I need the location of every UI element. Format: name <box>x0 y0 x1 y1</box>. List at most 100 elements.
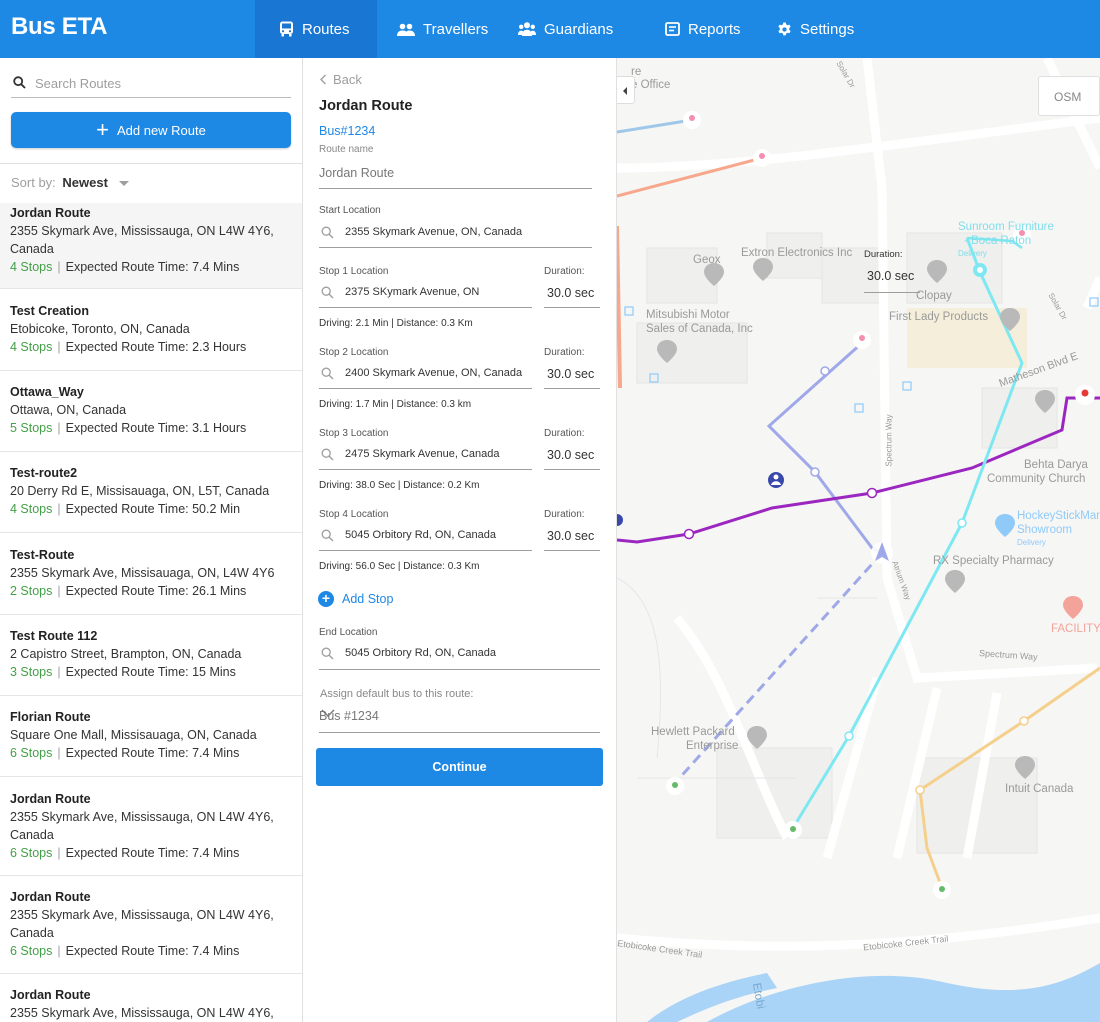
assign-bus-select[interactable]: Bus #1234 <box>319 703 600 733</box>
map-place-label: Spectrum Way <box>884 414 894 467</box>
route-time: Expected Route Time: 7.4 Mins <box>65 846 240 860</box>
route-list-item[interactable]: Test-route2 20 Derry Rd E, Missisauaga, … <box>0 463 302 533</box>
route-list-item[interactable]: Test-Route 2355 Skymark Ave, Missisauaga… <box>0 545 302 615</box>
end-location-input[interactable]: 5045 Orbitory Rd, ON, Canada <box>319 641 600 670</box>
bus-icon <box>280 21 293 37</box>
map-place-label: e Office <box>631 79 671 91</box>
search-icon <box>321 226 334 239</box>
route-list-item[interactable]: Jordan Route 2355 Skymark Ave, Mississau… <box>0 203 302 289</box>
route-stops: 4 Stops <box>10 502 53 516</box>
map-duration-label: Duration: <box>864 249 903 260</box>
route-address: 2355 Skymark Ave, Missisauaga, ON, L4W 4… <box>10 566 275 580</box>
nav-reports[interactable]: Reports <box>665 0 741 58</box>
plus-circle-icon: + <box>318 591 334 607</box>
stop-location-value: 2375 SKymark Avenue, ON <box>345 286 480 298</box>
map-place-label: Community Church <box>987 473 1086 485</box>
route-name: Jordan Route <box>10 206 91 220</box>
route-name-input[interactable]: Jordan Route <box>319 160 592 189</box>
route-meta: 6 Stops | Expected Route Time: 7.4 Mins <box>10 844 292 863</box>
map-place-label: Sunroom Furniture <box>958 221 1054 233</box>
search-icon <box>321 448 334 461</box>
search-icon <box>321 286 334 299</box>
stop-location-input[interactable]: 2475 Skymark Avenue, Canada <box>319 442 532 470</box>
caret-left-icon <box>623 87 627 95</box>
add-stop-button[interactable]: + Add Stop <box>318 591 393 607</box>
duration-label: Duration: <box>544 509 585 520</box>
guardians-icon <box>518 22 536 36</box>
duration-input[interactable]: 30.0 sec <box>544 280 600 308</box>
route-stops: 4 Stops <box>10 260 53 274</box>
map-place-label: Enterprise <box>686 740 739 752</box>
route-list-item[interactable]: Jordan Route 2355 Skymark Ave, Mississau… <box>0 887 302 974</box>
route-list-item[interactable]: Ottawa_Way Ottawa, ON, Canada 5 Stops | Ex… <box>0 382 302 452</box>
route-list-item[interactable]: Test Route 112 2 Capistro Street, Brampt… <box>0 626 302 696</box>
stop-location-input[interactable]: 5045 Orbitory Rd, ON, Canada <box>319 523 532 551</box>
top-navbar: Bus ETA Routes Travellers Guardians Repo… <box>0 0 1100 58</box>
map-place-label: HockeyStickMan <box>1017 510 1100 522</box>
panel-title: Jordan Route <box>319 98 413 114</box>
nav-guardians-label: Guardians <box>544 20 614 38</box>
map-place-label: RX Specialty Pharmacy <box>933 555 1054 567</box>
bus-link[interactable]: Bus#1234 <box>319 124 376 138</box>
caret-down-icon <box>118 181 129 187</box>
map-place-label: Extron Electronics Inc <box>741 247 853 259</box>
driving-info: Driving: 56.0 Sec | Distance: 0.3 Km <box>319 561 480 572</box>
route-name: Jordan Route <box>10 988 91 1002</box>
collapse-panel-button[interactable] <box>617 76 635 104</box>
sort-value: Newest <box>62 175 108 190</box>
nav-settings[interactable]: Settings <box>777 0 854 58</box>
route-list-item[interactable]: Test Creation Etobicoke, Toronto, ON, Ca… <box>0 301 302 371</box>
route-address: 2355 Skymark Ave, Mississauga, ON L4W 4Y… <box>10 810 274 842</box>
route-name: Test-Route <box>10 548 75 562</box>
gear-icon <box>778 21 791 35</box>
nav-guardians[interactable]: Guardians <box>518 0 613 58</box>
stop-location-label: Stop 1 Location <box>319 266 389 277</box>
driving-info: Driving: 38.0 Sec | Distance: 0.2 Km <box>319 480 480 491</box>
add-route-button[interactable]: + Add new Route <box>11 112 291 148</box>
pipe-divider: | <box>57 340 61 354</box>
map-view[interactable]: re e Office Geox Extron Electronics Inc … <box>617 58 1100 1022</box>
start-location-input[interactable]: 2355 Skymark Avenue, ON, Canada <box>319 220 592 248</box>
map-canvas <box>617 58 1100 1022</box>
osm-toggle-button[interactable]: OSM <box>1038 76 1100 116</box>
driving-info: Driving: 1.7 Min | Distance: 0.3 km <box>319 399 472 410</box>
route-time: Expected Route Time: 7.4 Mins <box>65 746 240 760</box>
pipe-divider: | <box>57 260 61 274</box>
route-address: 2355 Skymark Ave, Mississauga, ON L4W 4Y… <box>10 908 274 940</box>
duration-input[interactable]: 30.0 sec <box>544 523 600 551</box>
duration-input[interactable]: 30.0 sec <box>544 442 600 470</box>
map-place-label: Geox <box>693 254 721 266</box>
end-location-label: End Location <box>319 627 378 638</box>
nav-routes[interactable]: Routes <box>255 0 377 58</box>
pipe-divider: | <box>57 584 61 598</box>
map-place-label: re <box>631 66 642 78</box>
app-title: Bus ETA <box>11 13 108 40</box>
stop-location-value: 2400 Skymark Avenue, ON, Canada <box>345 367 523 379</box>
back-button[interactable]: Back <box>319 72 362 87</box>
nav-travellers[interactable]: Travellers <box>397 0 488 58</box>
route-address: Ottawa, ON, Canada <box>10 403 127 417</box>
stop-location-label: Stop 2 Location <box>319 347 389 358</box>
map-duration-input[interactable]: 30.0 sec <box>864 263 920 293</box>
route-list-item[interactable]: Jordan Route 2355 Skymark Ave, Mississau… <box>0 789 302 876</box>
map-place-label: Sales of Canada, Inc <box>646 323 753 335</box>
sort-label: Sort by: <box>11 175 56 190</box>
route-list-item[interactable]: Jordan Route 2355 Skymark Ave, Mississau… <box>0 985 302 1022</box>
sort-dropdown[interactable]: Sort by: Newest <box>11 175 129 190</box>
stop-location-input[interactable]: 2400 Skymark Avenue, ON, Canada <box>319 361 532 389</box>
route-meta: 5 Stops | Expected Route Time: 3.1 Hours <box>10 419 292 438</box>
pipe-divider: | <box>57 746 61 760</box>
map-place-label: Behta Darya <box>1024 459 1088 471</box>
duration-input[interactable]: 30.0 sec <box>544 361 600 389</box>
chevron-down-icon <box>321 709 335 717</box>
route-meta: 6 Stops | Expected Route Time: 7.4 Mins <box>10 942 292 961</box>
route-list-item[interactable]: Florian Route Square One Mall, Missisaua… <box>0 707 302 777</box>
stop-location-input[interactable]: 2375 SKymark Avenue, ON <box>319 280 532 308</box>
route-name: Ottawa_Way <box>10 385 84 399</box>
continue-button[interactable]: Continue <box>316 748 603 786</box>
reports-icon <box>665 22 680 36</box>
nav-routes-label: Routes <box>302 20 350 38</box>
duration-label: Duration: <box>544 428 585 439</box>
search-input[interactable] <box>35 72 285 94</box>
routes-sidebar: + Add new Route Sort by: Newest Jordan R… <box>0 58 303 1022</box>
